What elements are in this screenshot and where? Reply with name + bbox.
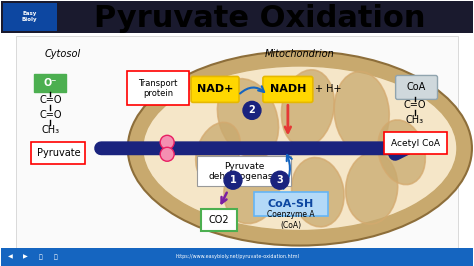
Text: Pyruvate: Pyruvate [36, 148, 80, 158]
Circle shape [271, 171, 289, 189]
Text: Transport
protein: Transport protein [138, 79, 178, 98]
Text: 1: 1 [229, 175, 237, 185]
Text: 2: 2 [248, 105, 255, 115]
FancyBboxPatch shape [396, 76, 438, 99]
Text: Pyruvate
dehydrogenase: Pyruvate dehydrogenase [209, 161, 279, 181]
Text: + H+: + H+ [315, 84, 341, 94]
Ellipse shape [196, 122, 240, 182]
Text: Coenzyme A
(CoA): Coenzyme A (CoA) [267, 210, 315, 230]
Text: https://www.easybioly.net/pyruvate-oxidation.html: https://www.easybioly.net/pyruvate-oxida… [175, 253, 299, 259]
Ellipse shape [128, 51, 472, 246]
Text: ⏹: ⏹ [54, 254, 57, 260]
Ellipse shape [334, 72, 389, 153]
FancyBboxPatch shape [2, 3, 57, 31]
FancyBboxPatch shape [383, 132, 447, 154]
Ellipse shape [378, 120, 425, 185]
Text: C=O: C=O [39, 110, 62, 120]
FancyBboxPatch shape [0, 248, 474, 266]
Text: Cytosol: Cytosol [44, 48, 81, 59]
FancyBboxPatch shape [201, 209, 237, 231]
Text: CH₃: CH₃ [41, 125, 60, 135]
Text: ◀: ◀ [8, 255, 13, 260]
FancyBboxPatch shape [263, 76, 313, 102]
Text: Mitochondrion: Mitochondrion [265, 48, 335, 59]
Circle shape [160, 147, 174, 161]
Text: NADH: NADH [270, 84, 306, 94]
FancyBboxPatch shape [197, 156, 291, 186]
FancyBboxPatch shape [31, 142, 85, 164]
Text: NAD+: NAD+ [197, 84, 233, 94]
Ellipse shape [292, 157, 344, 227]
Text: Pyruvate Oxidation: Pyruvate Oxidation [94, 4, 426, 33]
Text: C=O: C=O [39, 95, 62, 105]
Ellipse shape [218, 79, 279, 158]
Ellipse shape [224, 153, 280, 224]
Text: Acetyl CoA: Acetyl CoA [391, 139, 440, 148]
Text: CH₃: CH₃ [406, 115, 424, 125]
Text: CoA: CoA [407, 82, 426, 92]
FancyBboxPatch shape [0, 1, 474, 32]
FancyBboxPatch shape [16, 36, 458, 250]
FancyBboxPatch shape [35, 74, 66, 92]
Text: 3: 3 [276, 175, 283, 185]
Text: O⁻: O⁻ [44, 78, 57, 88]
Text: C=O: C=O [403, 100, 426, 110]
Text: CO2: CO2 [209, 215, 229, 225]
Text: ▶: ▶ [23, 255, 28, 260]
Circle shape [224, 171, 242, 189]
FancyBboxPatch shape [191, 76, 239, 102]
Circle shape [243, 101, 261, 119]
Ellipse shape [282, 70, 334, 147]
Circle shape [160, 135, 174, 149]
Ellipse shape [346, 152, 398, 224]
FancyBboxPatch shape [127, 72, 189, 105]
Text: CoA-SH: CoA-SH [268, 199, 314, 209]
Ellipse shape [143, 66, 457, 231]
Text: Easy
Bioly: Easy Bioly [22, 11, 37, 22]
FancyBboxPatch shape [254, 192, 328, 216]
Text: ⏸: ⏸ [38, 254, 42, 260]
